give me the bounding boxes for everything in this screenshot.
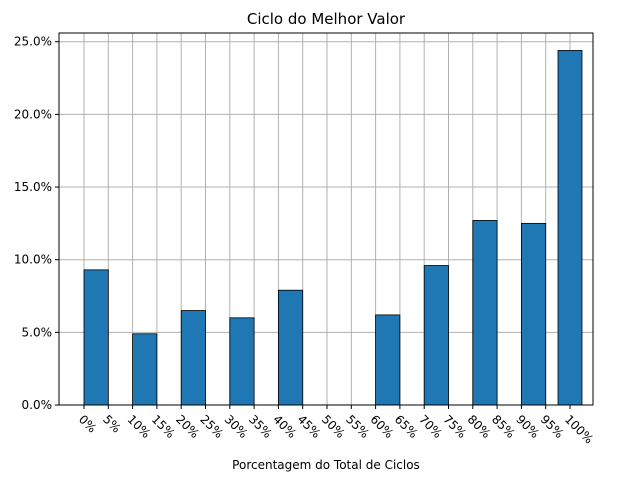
plot-frame [58,32,594,406]
bar [423,265,449,406]
bars [83,50,583,406]
y-tick-label: 10.0% [14,253,52,267]
chart-title: Ciclo do Melhor Valor [247,10,406,28]
bar [180,310,206,406]
bar [472,220,498,406]
bar [229,317,255,406]
y-tick-label: 25.0% [14,35,52,49]
x-axis-label: Porcentagem do Total de Ciclos [232,458,420,472]
y-tick-label: 15.0% [14,180,52,194]
y-tick-label: 5.0% [22,325,53,339]
y-tick-label: 0.0% [22,398,53,412]
bar [557,50,583,406]
bar [83,269,109,406]
bar [132,333,158,406]
bar [277,289,304,406]
y-tick-label: 20.0% [14,107,52,121]
bar [521,222,547,406]
bar [375,314,401,406]
